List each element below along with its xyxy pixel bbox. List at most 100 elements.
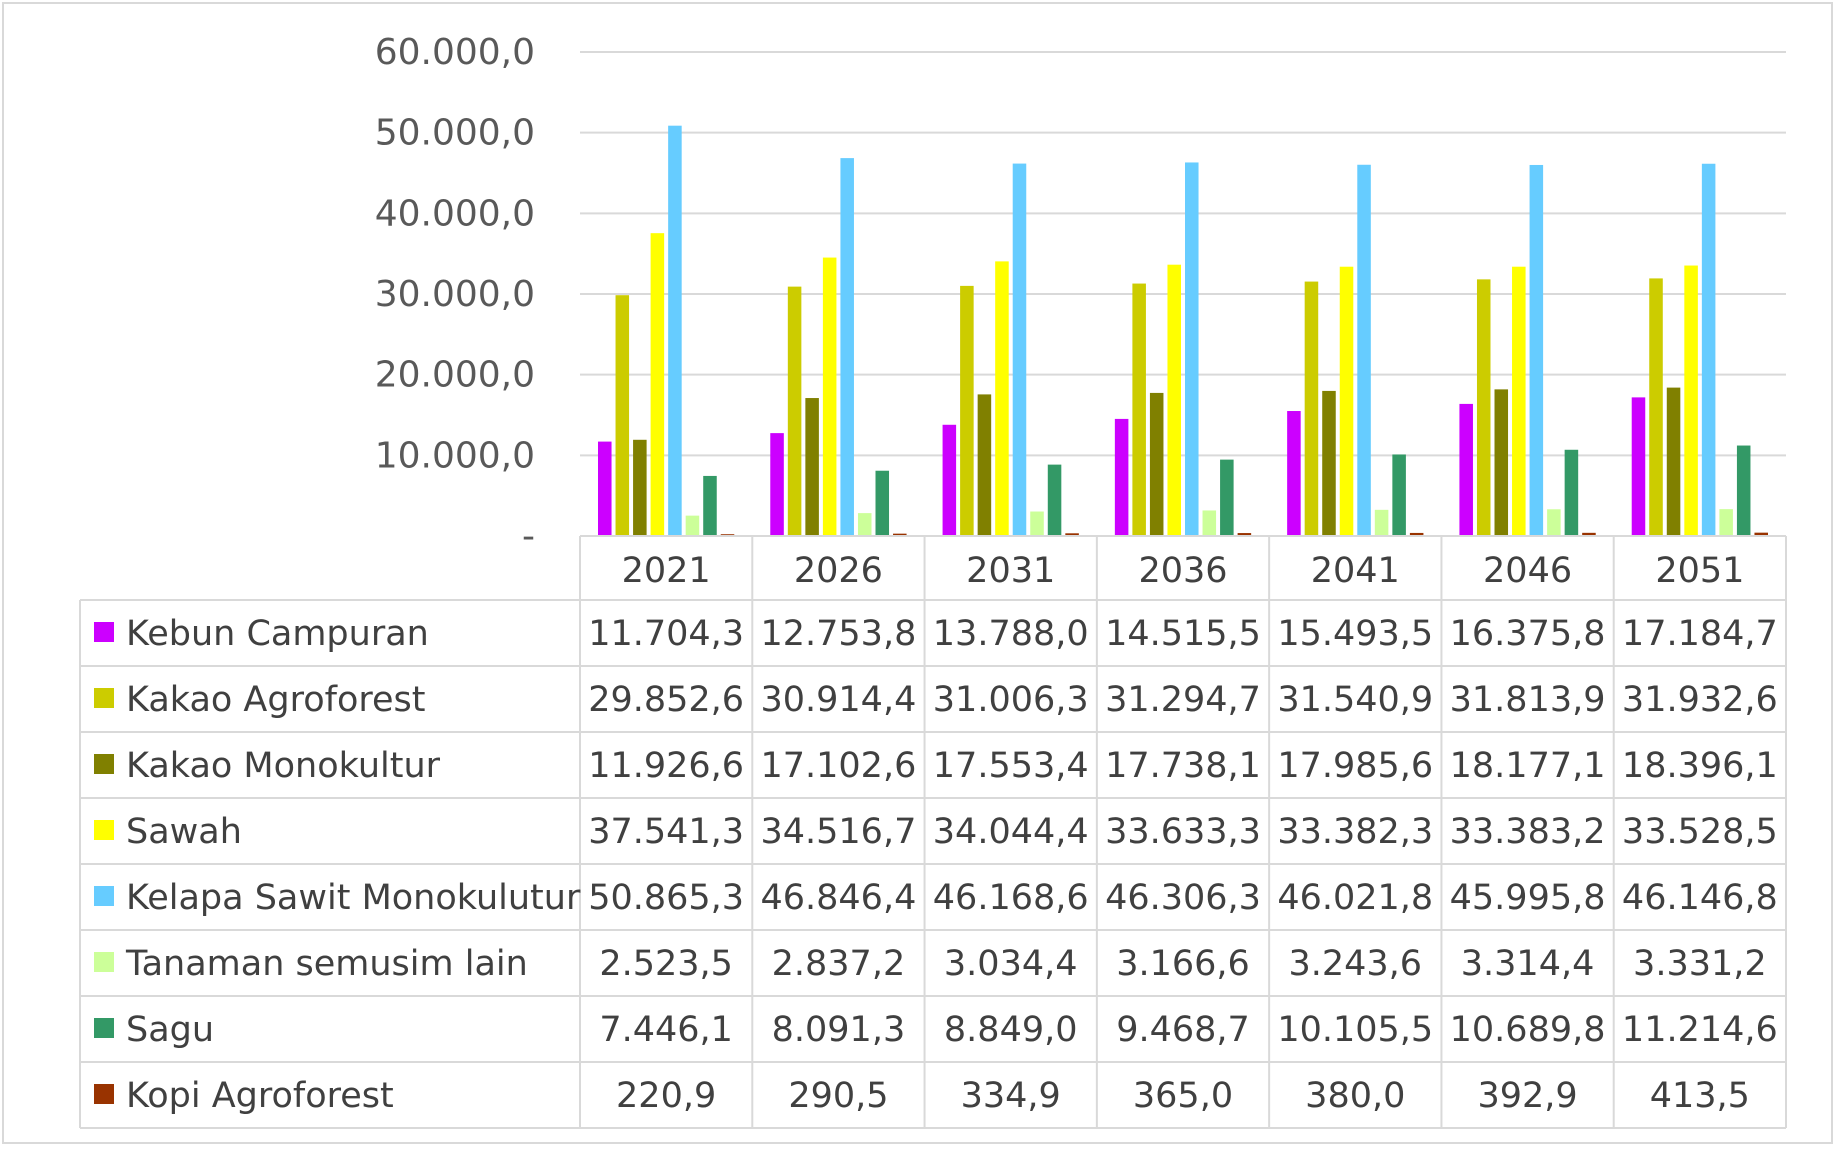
series-name: Kakao Monokultur	[126, 746, 441, 786]
data-value: 31.294,7	[1105, 680, 1261, 720]
bar	[1065, 533, 1079, 536]
legend-key	[94, 1018, 114, 1038]
legend-key	[94, 820, 114, 840]
bar	[650, 233, 665, 536]
bar	[1529, 164, 1544, 536]
data-value: 31.006,3	[933, 680, 1089, 720]
data-value: 46.846,4	[760, 878, 916, 918]
bar	[770, 433, 784, 536]
y-axis: - 10.000,0 20.000,0 30.000,0 40.000,0 50.000,…	[375, 32, 535, 557]
data-value: 46.021,8	[1277, 878, 1433, 918]
series-name: Kakao Agroforest	[126, 680, 425, 720]
data-value: 7.446,1	[599, 1010, 733, 1050]
data-value: 413,5	[1650, 1076, 1750, 1116]
data-value: 17.184,7	[1622, 614, 1778, 654]
data-value: 34.044,4	[933, 812, 1089, 852]
bar	[1287, 411, 1301, 536]
bar	[1649, 278, 1663, 536]
y-tick-label: 50.000,0	[375, 113, 535, 154]
bar	[1582, 532, 1596, 536]
legend-key	[94, 952, 114, 972]
data-value: 334,9	[961, 1076, 1061, 1116]
data-value: 30.914,4	[760, 680, 916, 720]
gridlines	[580, 51, 1786, 457]
data-value: 3.166,6	[1116, 944, 1250, 984]
data-value: 11.214,6	[1622, 1010, 1778, 1050]
bar	[1132, 283, 1146, 536]
bar	[942, 424, 957, 536]
data-value: 46.146,8	[1622, 878, 1778, 918]
bar	[1754, 532, 1768, 536]
y-tick-label: 10.000,0	[375, 435, 535, 476]
data-value: 17.553,4	[933, 746, 1089, 786]
bar	[1512, 266, 1526, 536]
bar	[1736, 445, 1751, 536]
data-value: 9.468,7	[1116, 1010, 1250, 1050]
data-value: 365,0	[1133, 1076, 1233, 1116]
data-value: 13.788,0	[933, 614, 1089, 654]
data-value: 2.837,2	[772, 944, 906, 984]
bar	[1374, 509, 1389, 536]
bar	[668, 125, 682, 536]
data-value: 29.852,6	[588, 680, 744, 720]
data-value: 18.396,1	[1622, 746, 1778, 786]
data-value: 31.540,9	[1277, 680, 1433, 720]
bar	[787, 286, 802, 536]
data-value: 11.926,6	[588, 746, 744, 786]
data-value: 31.932,6	[1622, 680, 1778, 720]
bar	[1047, 464, 1062, 536]
data-value: 3.331,2	[1633, 944, 1767, 984]
y-tick-label: -	[522, 516, 535, 557]
data-value: 45.995,8	[1450, 878, 1606, 918]
data-value: 392,9	[1477, 1076, 1577, 1116]
bar	[1237, 533, 1252, 536]
bar	[1476, 279, 1491, 536]
y-tick-label: 20.000,0	[375, 355, 535, 396]
bar	[893, 533, 907, 536]
data-value: 2.523,5	[599, 944, 733, 984]
bar	[1631, 397, 1646, 536]
y-tick-label: 30.000,0	[375, 274, 535, 315]
bar	[685, 515, 700, 536]
legend-key	[94, 754, 114, 774]
bar	[1322, 390, 1336, 536]
bar	[822, 257, 837, 536]
bar	[598, 441, 612, 536]
bar	[615, 295, 630, 536]
series-name: Kopi Agroforest	[126, 1076, 394, 1116]
category-label: 2026	[794, 551, 883, 591]
series-name: Sagu	[126, 1010, 214, 1050]
data-value: 3.314,4	[1461, 944, 1595, 984]
bar	[875, 470, 890, 536]
series-name: Sawah	[126, 812, 242, 852]
bar	[805, 398, 819, 536]
legend-key	[94, 622, 114, 642]
category-label: 2051	[1655, 551, 1744, 591]
data-value: 17.102,6	[760, 746, 916, 786]
data-value: 17.985,6	[1277, 746, 1433, 786]
bars	[598, 125, 1768, 536]
data-value: 17.738,1	[1105, 746, 1261, 786]
bar	[1114, 418, 1129, 536]
data-value: 11.704,3	[588, 614, 744, 654]
bar	[1392, 454, 1406, 536]
category-label: 2046	[1483, 551, 1572, 591]
bar	[1202, 510, 1217, 536]
data-value: 16.375,8	[1450, 614, 1606, 654]
bar	[1666, 387, 1681, 536]
data-value: 46.306,3	[1105, 878, 1261, 918]
data-value: 46.168,6	[933, 878, 1089, 918]
bar	[1149, 392, 1164, 536]
data-value: 8.091,3	[772, 1010, 906, 1050]
data-value: 34.516,7	[760, 812, 916, 852]
data-table: 2021 2026 2031 2036 2041 2046 2051 Kebun Campur…	[79, 535, 1787, 1129]
data-value: 220,9	[616, 1076, 716, 1116]
series-name: Kebun Campuran	[126, 614, 429, 654]
bar	[1167, 264, 1181, 536]
bar	[857, 513, 872, 536]
category-label: 2021	[622, 551, 711, 591]
bar	[1339, 266, 1354, 536]
data-value: 33.528,5	[1622, 812, 1778, 852]
bar	[1719, 509, 1733, 536]
bar	[840, 158, 854, 536]
